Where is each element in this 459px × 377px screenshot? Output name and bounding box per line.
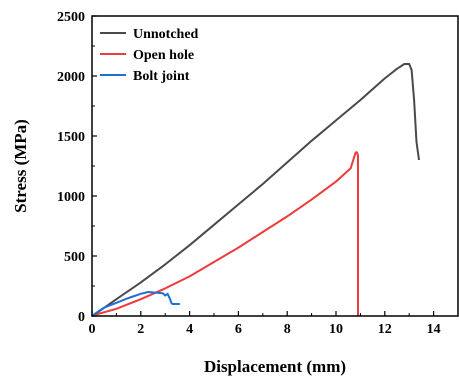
- x-tick-label: 14: [427, 322, 441, 337]
- x-tick-label: 12: [378, 322, 392, 337]
- legend-label: Unnotched: [133, 27, 199, 42]
- x-tick-label: 8: [284, 322, 291, 337]
- y-tick-label: 500: [64, 250, 85, 265]
- legend: Unnotched Open hole Bolt joint: [100, 27, 199, 84]
- series-line-unnotched: [91, 63, 420, 317]
- legend-label: Open hole: [133, 48, 194, 63]
- y-tick-label: 1000: [57, 190, 85, 205]
- x-tick-label: 4: [186, 322, 193, 337]
- series-line-open-hole: [91, 151, 359, 317]
- series-line-bolt-joint: [91, 291, 180, 317]
- y-tick-label: 1500: [57, 130, 85, 145]
- x-tick-label: 0: [89, 322, 96, 337]
- legend-label: Bolt joint: [133, 69, 190, 84]
- x-tick-label: 6: [235, 322, 242, 337]
- plot-frame: [91, 15, 459, 317]
- x-axis-ticks: 0 2 4 6 8 10 12 14: [89, 311, 441, 337]
- series-layer: [91, 63, 420, 317]
- x-axis-title: Displacement (mm): [204, 357, 346, 376]
- x-tick-label: 2: [137, 322, 144, 337]
- x-tick-label: 10: [329, 322, 343, 337]
- y-tick-label: 2000: [57, 70, 85, 85]
- y-axis-title: Stress (MPa): [11, 119, 30, 213]
- y-tick-label: 2500: [57, 10, 85, 25]
- y-axis-ticks: 0 500 1000 1500 2000 2500: [57, 10, 97, 325]
- y-tick-label: 0: [78, 310, 85, 325]
